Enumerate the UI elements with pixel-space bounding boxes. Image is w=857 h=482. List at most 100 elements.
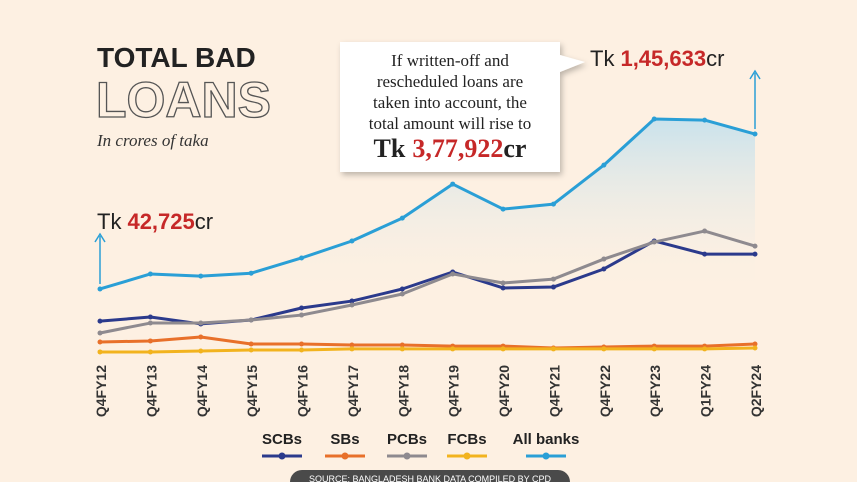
source-pill (290, 470, 570, 482)
point (399, 286, 405, 292)
point (651, 346, 657, 352)
source: SOURCE: BANGLADESH BANK DATA COMPILED BY… (309, 474, 552, 482)
point (752, 243, 758, 249)
callout-amount: Tk 3,77,922cr (374, 134, 527, 163)
label-value: 1,45,633 (620, 46, 706, 71)
line (99, 335, 756, 350)
x-tick-label: Q1FY24 (698, 365, 714, 417)
x-tick-label: Q4FY14 (194, 365, 210, 417)
point (147, 271, 153, 277)
x-tick-label: Q4FY16 (295, 365, 311, 417)
point (299, 255, 305, 261)
point (601, 256, 607, 262)
point (601, 162, 607, 168)
x-tick-label: Q4FY12 (93, 365, 109, 417)
point (97, 318, 103, 324)
point (702, 346, 708, 352)
callout (340, 42, 585, 172)
chart-subtitle: In crores of taka (96, 131, 209, 150)
x-tick-label: Q4FY13 (143, 365, 159, 417)
label-prefix: Tk (590, 46, 615, 71)
line (99, 117, 756, 291)
point (500, 346, 506, 352)
legend-dot (341, 452, 349, 460)
legend-dot (542, 452, 550, 460)
point (97, 330, 103, 336)
arrow-head (749, 69, 761, 80)
callout-line: rescheduled loans are (377, 72, 523, 91)
plot-area: Q4FY12 Q4FY13 Q4FY14 Q4FY15 Q4FY16 Q4FY17 Q4FY… (93, 46, 764, 417)
label-value: 42,725 (127, 209, 194, 234)
point (248, 317, 254, 323)
legend-label: FCBs (447, 431, 486, 448)
point (97, 349, 103, 355)
point (97, 339, 103, 345)
area (100, 119, 755, 354)
callout-text: If written-off and rescheduled loans are t… (369, 51, 531, 163)
legend-label: PCBs (387, 431, 427, 448)
point (248, 347, 254, 353)
legend-dot (403, 452, 411, 460)
point (550, 284, 556, 290)
point (147, 314, 153, 320)
callout-line: total amount will rise to (369, 114, 531, 133)
label-suffix: cr (195, 209, 213, 234)
legend: SCBs SBs PCBs FCBs All banks (262, 431, 579, 460)
point (198, 320, 204, 326)
x-tick-label: Q4FY19 (446, 365, 462, 417)
point (450, 271, 456, 277)
x-tick-label: Q4FY18 (395, 365, 411, 417)
legend-label: SCBs (262, 431, 302, 448)
callout-line: taken into account, the (373, 93, 527, 112)
point (550, 346, 556, 352)
point (702, 251, 708, 257)
point (752, 345, 758, 351)
point (349, 298, 355, 304)
point (198, 334, 204, 340)
label-suffix: cr (706, 46, 724, 71)
point (349, 346, 355, 352)
callout-box (340, 42, 585, 172)
point (299, 341, 305, 347)
point (147, 320, 153, 326)
point (651, 116, 657, 122)
x-tick-label: Q4FY20 (496, 365, 512, 417)
point (349, 238, 355, 244)
point (550, 276, 556, 282)
x-tick-label: Q4FY22 (597, 365, 613, 417)
label-prefix: Tk (374, 134, 406, 163)
point (399, 215, 405, 221)
callout-line: If written-off and (391, 51, 509, 70)
point (702, 228, 708, 234)
legend-dot (463, 452, 471, 460)
x-tick-label: Q4FY15 (244, 365, 260, 417)
point (198, 273, 204, 279)
label-suffix: cr (503, 134, 526, 163)
chart-title-outline: LOANS (96, 72, 271, 128)
label-value: 3,77,922 (412, 134, 503, 163)
value-label: Tk 1,45,633cr (590, 46, 724, 71)
point (752, 251, 758, 257)
value-label: Tk 42,725cr (97, 209, 213, 234)
label-prefix: Tk (97, 209, 122, 234)
point (702, 117, 708, 123)
point (399, 291, 405, 297)
point (299, 347, 305, 353)
point (601, 346, 607, 352)
point (450, 346, 456, 352)
arrow-head (94, 232, 106, 243)
point (349, 302, 355, 308)
legend-dot (278, 452, 286, 460)
x-tick-label: Q4FY23 (647, 365, 663, 417)
point (752, 341, 758, 347)
point (299, 305, 305, 311)
x-tick-label: Q4FY21 (546, 365, 562, 417)
point (198, 348, 204, 354)
x-tick-label: Q2FY24 (748, 365, 764, 417)
point (299, 312, 305, 318)
legend-label: All banks (513, 431, 580, 448)
line (99, 229, 756, 335)
point (450, 181, 456, 187)
point (147, 349, 153, 355)
